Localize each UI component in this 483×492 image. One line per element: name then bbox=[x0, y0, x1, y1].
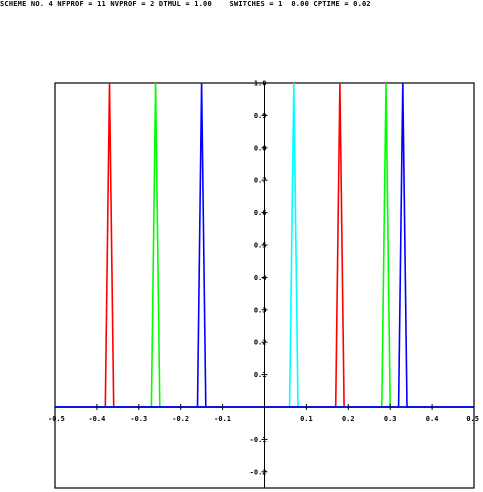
y-tick-label: -0.2 bbox=[250, 468, 267, 476]
y-tick-label: 0.9 bbox=[254, 112, 267, 120]
x-tick-label: -0.2 bbox=[172, 415, 189, 423]
status-line: SCHEME NO. 4 NFPROF = 11 NVPROF = 2 DTMU… bbox=[0, 0, 371, 8]
y-tick-label: 0.5 bbox=[254, 242, 267, 250]
y-tick-label: 0.2 bbox=[254, 339, 267, 347]
x-tick-label: 0.5 bbox=[466, 415, 479, 423]
x-tick-label: -0.5 bbox=[48, 415, 65, 423]
x-tick-label: -0.3 bbox=[130, 415, 147, 423]
y-tick-label: 0.6 bbox=[254, 209, 267, 217]
y-tick-label: 0.1 bbox=[254, 371, 267, 379]
x-tick-label: 0.1 bbox=[300, 415, 313, 423]
y-tick-label: -0.1 bbox=[250, 436, 267, 444]
axes-layer: -0.5 -0.4 -0.3 -0.2 -0.1 0.1 0.2 0.3 0.4 0.5 1.0 0.… bbox=[48, 80, 479, 488]
y-tick-label: 1.0 bbox=[254, 80, 267, 88]
x-tick-label: -0.4 bbox=[88, 415, 105, 423]
x-tick-label: 0.2 bbox=[342, 415, 355, 423]
x-tick-label: -0.1 bbox=[214, 415, 231, 423]
y-tick-label: 0.3 bbox=[254, 306, 267, 314]
y-tick-label: 0.7 bbox=[254, 177, 267, 185]
y-tick-label: 0.4 bbox=[254, 274, 267, 282]
x-tick-label: 0.4 bbox=[426, 415, 439, 423]
x-tick-label: 0.3 bbox=[384, 415, 397, 423]
y-tick-label: 0.8 bbox=[254, 144, 267, 152]
